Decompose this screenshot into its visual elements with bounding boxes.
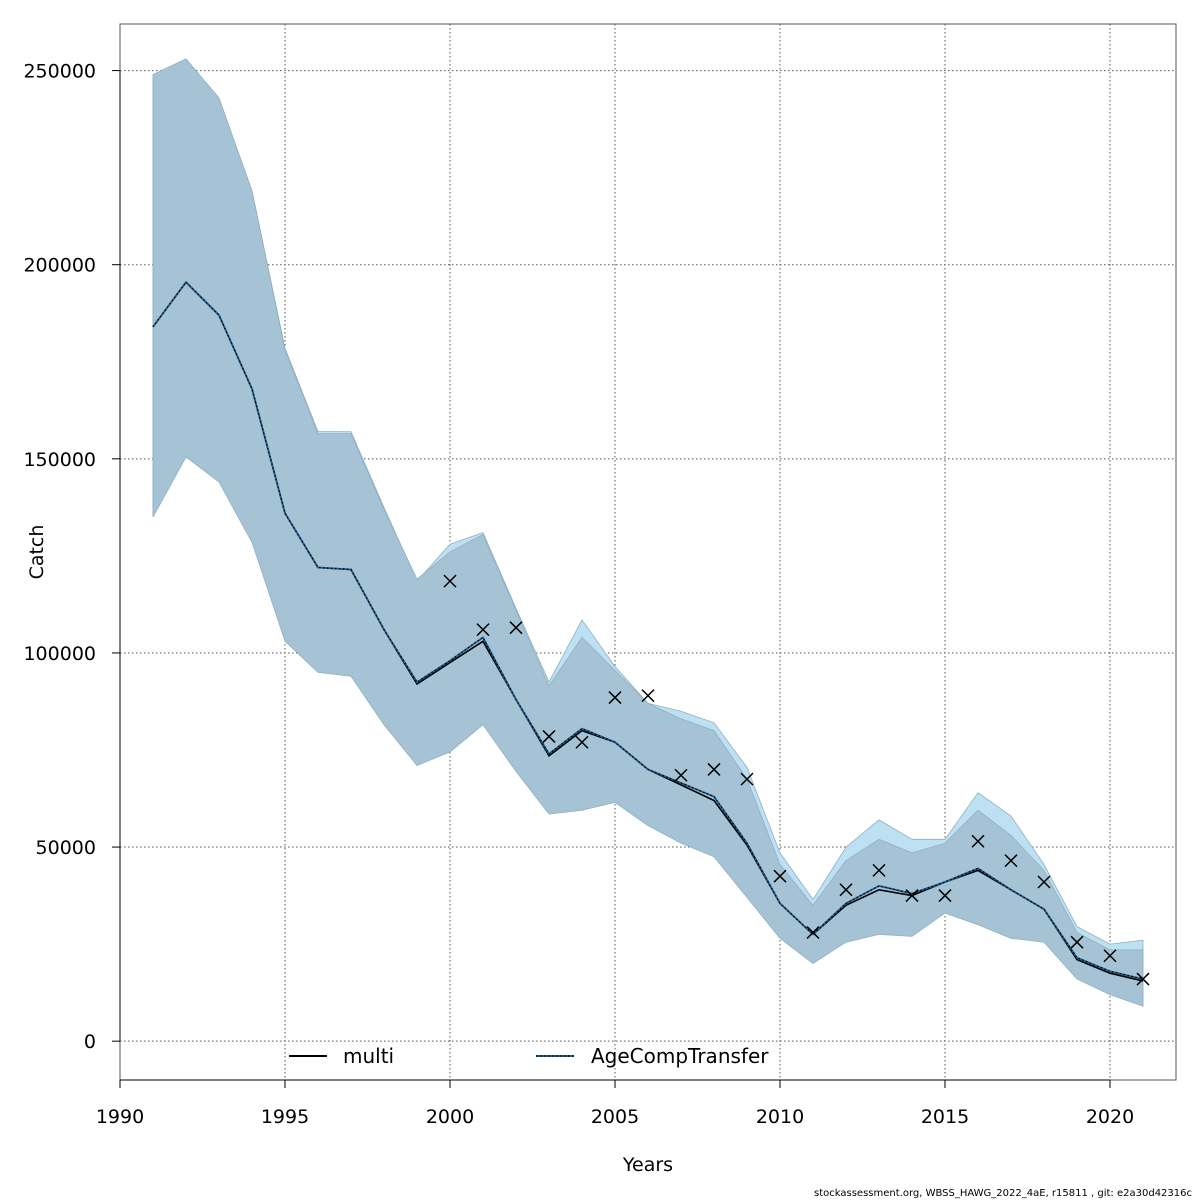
observed-point-2016 xyxy=(971,834,985,848)
y-axis-label: Catch xyxy=(26,525,48,580)
x-tick-label-2020: 2020 xyxy=(1086,1106,1134,1128)
y-tick-label-50000: 50000 xyxy=(36,837,96,859)
x-tick-label-2015: 2015 xyxy=(921,1106,969,1128)
footer-credit: stockassessment.org, WBSS_HAWG_2022_4aE,… xyxy=(814,1188,1192,1199)
line-agecomptransfer-dots xyxy=(152,281,1144,980)
observed-point-2019 xyxy=(1070,935,1084,949)
y-tick-label-150000: 150000 xyxy=(23,449,96,471)
x-tick-label-1990: 1990 xyxy=(96,1106,144,1128)
x-tick-label-1995: 1995 xyxy=(261,1106,309,1128)
observed-point-2020 xyxy=(1103,949,1117,963)
observed-point-2013 xyxy=(872,863,886,877)
x-tick-label-2010: 2010 xyxy=(756,1106,804,1128)
y-tick-label-0: 0 xyxy=(84,1031,96,1053)
observed-points xyxy=(443,574,1150,986)
x-tick-label-2000: 2000 xyxy=(426,1106,474,1128)
y-tick-label-250000: 250000 xyxy=(23,61,96,83)
band-multi xyxy=(152,58,1144,1007)
observed-point-2010 xyxy=(773,869,787,883)
observed-point-2002 xyxy=(509,621,523,635)
observed-point-2011 xyxy=(806,925,820,940)
observed-point-2003 xyxy=(542,729,556,743)
legend-multi-label: multi xyxy=(343,1044,394,1068)
observed-point-2008 xyxy=(707,762,721,776)
confidence-bands xyxy=(152,58,1144,1007)
observed-point-2001 xyxy=(476,623,490,637)
observed-point-2014 xyxy=(905,889,919,903)
x-tick-label-2005: 2005 xyxy=(591,1106,639,1128)
y-tick-label-200000: 200000 xyxy=(23,255,96,277)
observed-point-2004 xyxy=(575,735,589,749)
y-tick-label-100000: 100000 xyxy=(23,643,96,665)
observed-point-2005 xyxy=(608,691,622,705)
observed-point-2006 xyxy=(641,689,655,703)
observed-point-2000 xyxy=(443,574,457,588)
observed-point-2012 xyxy=(839,883,853,897)
axes: 1990 1995 2000 2005 2010 2015 2020 0 50000 100000… xyxy=(23,61,1134,1128)
observed-point-2007 xyxy=(674,768,688,782)
x-axis-label: Years xyxy=(622,1154,673,1176)
series-lines xyxy=(152,280,1144,982)
observed-point-2015 xyxy=(938,889,952,903)
observed-point-2021 xyxy=(1136,972,1150,986)
observed-point-2009 xyxy=(740,772,754,786)
legend-agecomp-label: AgeCompTransfer xyxy=(591,1044,769,1068)
observed-point-2017 xyxy=(1004,854,1018,868)
legend: multi AgeCompTransfer xyxy=(289,1044,769,1068)
observed-point-2018 xyxy=(1037,875,1051,889)
